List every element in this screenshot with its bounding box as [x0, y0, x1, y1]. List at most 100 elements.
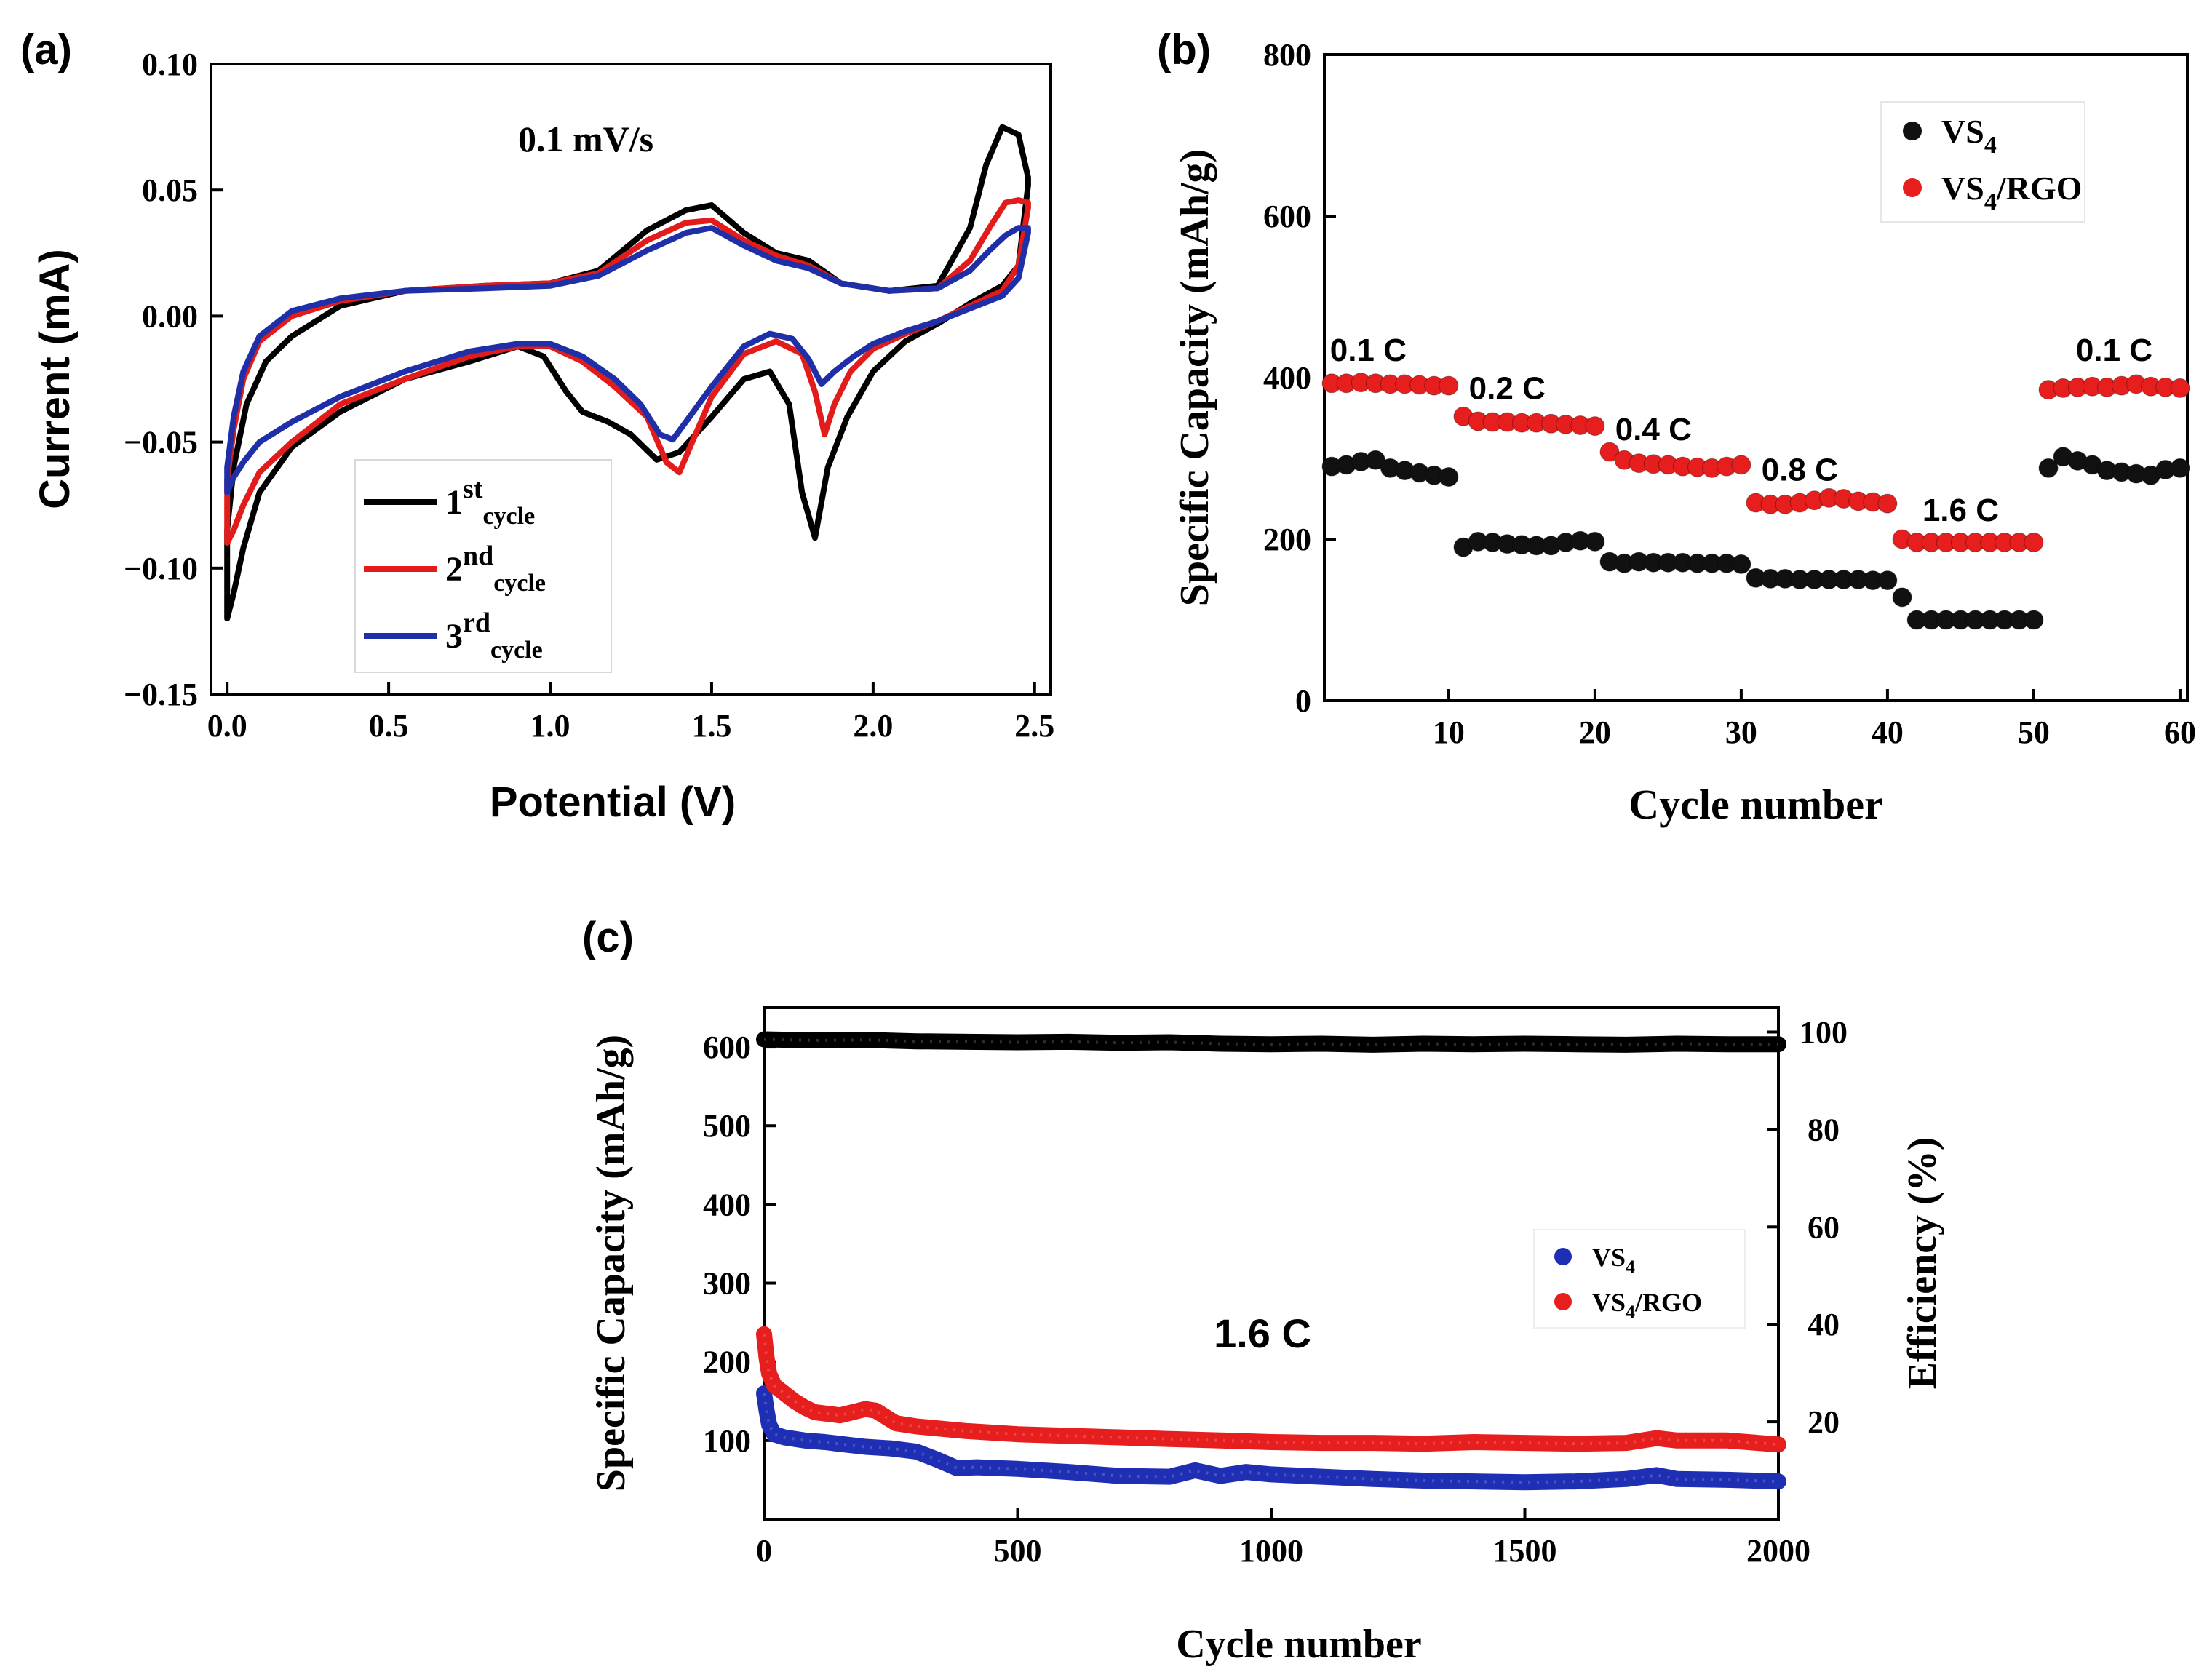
panel-c-efficiency-series — [756, 1031, 1786, 1053]
panel-a-legend: 1stcycle 2ndcycle 3rdcycle — [354, 459, 612, 673]
panel-c-ytick-label: 600 — [703, 1030, 751, 1065]
panel-b-xtick-label: 20 — [1579, 714, 1611, 750]
panel-b-point-vs4rgo — [1731, 455, 1751, 475]
panel-b-point-vs4 — [2038, 458, 2059, 478]
panel-c-ytick-right-label: 60 — [1808, 1209, 1840, 1245]
panel-c-ylabel: Specific Capacity (mAh/g) — [589, 1035, 634, 1492]
panel-b-xlabel: Cycle number — [1629, 781, 1883, 828]
panel-a-xtick-label: 1.0 — [530, 708, 570, 744]
panel-b-ytick-label: 600 — [1263, 199, 1311, 234]
panel-c-xtick-label: 2000 — [1746, 1533, 1810, 1569]
panel-b-point-vs4 — [1892, 587, 1912, 608]
legend-entry-cycle-1: 1stcycle — [445, 474, 535, 530]
panel-b-rate-label: 0.2 C — [1469, 370, 1546, 406]
legend-marker-vs4 — [1903, 122, 1922, 140]
panel-c-xtick-label: 0 — [756, 1533, 772, 1569]
panel-a-ytick-label: 0.10 — [142, 47, 198, 82]
panel-a-frame — [210, 63, 1052, 696]
panel-b-ylabel: Specific Capacity (mAh/g) — [1172, 149, 1217, 606]
panel-c-legend-box — [1533, 1229, 1746, 1329]
panel-c-legend-marker-vs4rgo — [1554, 1293, 1572, 1310]
panel-c: (c) 0 500 1000 1500 2000 100 200 300 400 500 600 20… — [582, 914, 1945, 1667]
panel-b-rate-labels: 0.1 C 0.2 C 0.4 C 0.8 C 1.6 C 0.1 C — [1330, 333, 2152, 528]
panel-c-xtick-label: 1000 — [1239, 1533, 1303, 1569]
panel-a-ytick-label: −0.15 — [124, 677, 198, 712]
panel-c-capacity-series-vs4rgo — [756, 1326, 1786, 1453]
panel-a: (a) 0.0 0.5 1.0 1.5 2.0 2.5−0.15−0.10−0.050.0… — [20, 26, 1054, 826]
panel-c-series — [756, 1031, 1786, 1491]
panel-c-ytick-label: 200 — [703, 1345, 751, 1380]
panel-b-point-vs4rgo — [1439, 375, 1459, 396]
panel-c-ytick-right-label: 100 — [1800, 1014, 1848, 1050]
legend-entry-vs4: VS4 — [1941, 113, 1997, 159]
panel-a-xtick-label: 0.5 — [369, 708, 409, 744]
panel-b-points — [1321, 373, 2190, 630]
panel-c-xtick-label: 500 — [994, 1533, 1042, 1569]
panel-b-xtick-label: 10 — [1433, 714, 1465, 750]
panel-b-rate-label: 0.1 C — [2076, 333, 2152, 368]
panel-b-point-vs4rgo — [1585, 416, 1605, 437]
panel-a-ytick-label: −0.05 — [124, 425, 198, 461]
panel-a-xtick-label: 2.0 — [853, 708, 893, 744]
panel-b-xtick-label: 30 — [1725, 714, 1757, 750]
panel-a-label: (a) — [20, 26, 72, 73]
cv-curve-1 — [224, 124, 1031, 622]
panel-a-xlabel: Potential (V) — [490, 779, 736, 826]
panel-b-rate-label: 0.1 C — [1330, 333, 1407, 368]
panel-a-ticks: 0.0 0.5 1.0 1.5 2.0 2.5 −0.15 −0.10 −0.05 0.00 0.0… — [124, 47, 1054, 744]
panel-b-ytick-label: 800 — [1263, 37, 1311, 73]
panel-a-ytick-label: 0.00 — [142, 298, 198, 334]
panel-b-xtick-label: 60 — [2164, 714, 2196, 750]
panel-c-xlabel: Cycle number — [1176, 1622, 1422, 1667]
panel-a-xtick-label: 0.0 — [207, 708, 247, 744]
panel-c-xtick-label: 1500 — [1493, 1533, 1557, 1569]
panel-c-ytick-label: 500 — [703, 1108, 751, 1144]
panel-c-capacity-series-vs4 — [756, 1385, 1786, 1491]
panel-b-point-vs4 — [1365, 450, 1385, 470]
panel-a-ylabel: Current (mA) — [31, 249, 79, 509]
panel-c-ytick-right-label: 40 — [1808, 1307, 1840, 1342]
panel-c-ytick-label: 300 — [703, 1266, 751, 1302]
panel-a-xtick-label: 2.5 — [1014, 708, 1054, 744]
panel-c-ticks: 0 500 1000 1500 2000 100 200 300 400 500 600 20 40 60… — [703, 1014, 1848, 1569]
panel-c-legend-marker-vs4 — [1554, 1248, 1572, 1265]
panel-b-legend: VS4 VS4/RGO — [1880, 101, 2085, 223]
panel-b-point-vs4rgo — [2024, 532, 2044, 552]
legend-entry-vs4rgo: VS4/RGO — [1941, 170, 2082, 215]
panel-b-ytick-label: 200 — [1263, 522, 1311, 557]
panel-b-label: (b) — [1157, 26, 1211, 73]
panel-c-capacity-series-vs4-texture — [763, 1393, 1779, 1484]
panel-b-rate-label: 0.8 C — [1762, 452, 1838, 487]
panel-b-rate-label: 0.4 C — [1615, 412, 1692, 447]
panel-c-ytick-right-label: 20 — [1808, 1404, 1840, 1440]
legend-entry-cycle-2: 2ndcycle — [445, 541, 546, 597]
panel-c-efficiency-series-texture — [763, 1038, 1778, 1046]
panel-b-point-vs4 — [1877, 570, 1898, 591]
panel-b-ytick-label: 400 — [1263, 360, 1311, 396]
panel-b-point-vs4rgo — [1877, 493, 1898, 514]
panel-a-curves — [224, 124, 1031, 622]
panel-b-point-vs4 — [1585, 531, 1605, 552]
panel-b-point-vs4 — [2170, 458, 2190, 478]
cv-curve-2 — [224, 197, 1031, 546]
panel-b-point-vs4rgo — [2170, 378, 2190, 398]
panel-b-point-vs4 — [2024, 610, 2044, 630]
panel-c-label: (c) — [582, 914, 634, 961]
panel-c-ytick-label: 100 — [703, 1423, 751, 1459]
panel-a-ytick-label: 0.05 — [142, 172, 198, 208]
panel-c-legend-entry-vs4: VS4 — [1592, 1243, 1635, 1278]
panel-b-legend-box — [1880, 101, 2085, 223]
panel-b-point-vs4 — [1439, 467, 1459, 487]
panel-c-legend: VS4 VS4/RGO — [1533, 1229, 1746, 1329]
panel-b-ytick-label: 0 — [1295, 683, 1311, 719]
panel-c-ytick-label: 400 — [703, 1187, 751, 1222]
legend-entry-cycle-3: 3rdcycle — [445, 608, 543, 664]
panel-b-xtick-label: 50 — [2018, 714, 2050, 750]
panel-a-ytick-label: −0.10 — [124, 551, 198, 586]
panel-a-xtick-label: 1.5 — [691, 708, 731, 744]
panel-b-rate-label: 1.6 C — [1922, 493, 1999, 528]
